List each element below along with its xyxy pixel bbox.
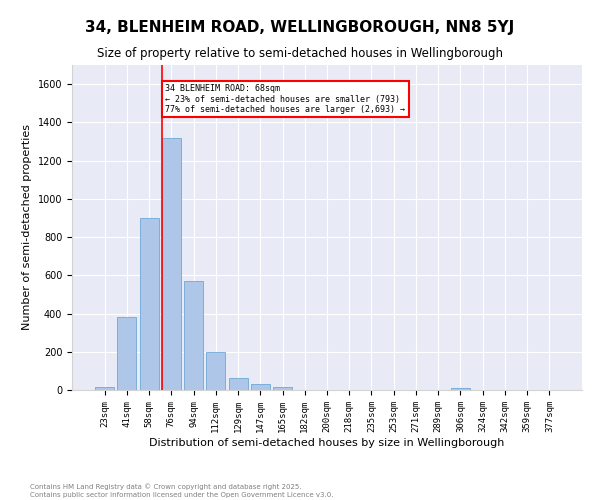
Bar [229,378,248,390]
Text: 34, BLENHEIM ROAD, WELLINGBOROUGH, NN8 5YJ: 34, BLENHEIM ROAD, WELLINGBOROUGH, NN8 5… [85,20,515,35]
Bar [273,387,292,390]
Bar [184,281,203,390]
Bar [162,138,181,390]
Bar [118,318,136,390]
Bar [206,352,225,390]
Bar [95,387,114,390]
X-axis label: Distribution of semi-detached houses by size in Wellingborough: Distribution of semi-detached houses by … [149,438,505,448]
Text: Contains HM Land Registry data © Crown copyright and database right 2025.
Contai: Contains HM Land Registry data © Crown c… [30,484,334,498]
Y-axis label: Number of semi-detached properties: Number of semi-detached properties [22,124,32,330]
Bar [140,218,158,390]
Bar [451,388,470,390]
Text: 34 BLENHEIM ROAD: 68sqm
← 23% of semi-detached houses are smaller (793)
77% of s: 34 BLENHEIM ROAD: 68sqm ← 23% of semi-de… [165,84,405,114]
Bar [251,384,270,390]
Text: Size of property relative to semi-detached houses in Wellingborough: Size of property relative to semi-detach… [97,48,503,60]
